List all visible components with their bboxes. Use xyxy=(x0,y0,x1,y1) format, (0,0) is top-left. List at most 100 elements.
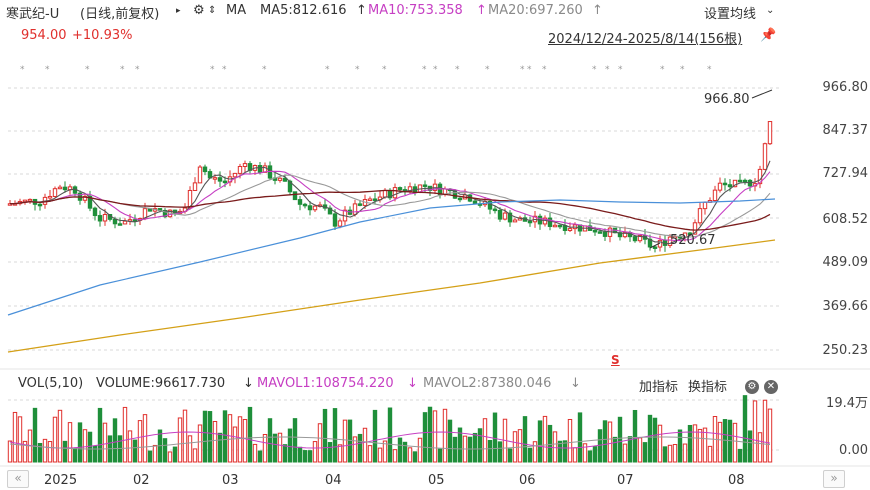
candle-body xyxy=(602,231,608,237)
volume-bar xyxy=(407,447,413,463)
candle-body xyxy=(722,182,728,186)
header-bar: 寒武纪-U (日线,前复权) ▸ ⚙ ⇕ MA MA5:812.616 ↑ MA… xyxy=(0,3,870,22)
volume-bar xyxy=(607,421,613,463)
add-indicator-button[interactable]: 加指标 xyxy=(639,380,679,395)
volume-bar xyxy=(332,408,338,463)
volume-bar xyxy=(182,409,188,463)
close-icon[interactable]: ✕ xyxy=(764,380,778,394)
mavol1-value: MAVOL1:108754.220 xyxy=(257,376,394,391)
volume-bar xyxy=(207,411,213,463)
x-axis-label: 2025 xyxy=(44,473,78,488)
volume-bar xyxy=(257,450,263,463)
volume-bar xyxy=(752,400,758,463)
candle-body xyxy=(337,220,343,227)
volume-bar xyxy=(742,395,748,463)
event-marker: * xyxy=(592,65,597,75)
candle-body xyxy=(547,217,553,227)
volume-bar xyxy=(267,418,273,463)
volume-bar xyxy=(702,427,708,463)
volume-bar xyxy=(302,450,308,463)
volume-bar xyxy=(432,410,438,463)
candle-body xyxy=(257,165,263,173)
volume-bar xyxy=(512,431,518,463)
volume-bar xyxy=(212,420,218,463)
x-axis-label: 02 xyxy=(133,473,150,488)
chevron-down-icon[interactable]: ⌄ xyxy=(766,5,775,16)
candle-body xyxy=(57,186,63,190)
volume-bar xyxy=(172,446,178,463)
event-marker: * xyxy=(520,65,525,75)
settings-icon[interactable]: ⚙ xyxy=(745,380,759,394)
candle-body xyxy=(357,203,363,206)
event-marker: * xyxy=(542,65,547,75)
period-label[interactable]: (日线,前复权) xyxy=(80,7,160,22)
scroll-right-button[interactable]: » xyxy=(823,470,845,488)
volume-bar xyxy=(452,436,458,463)
event-marker: * xyxy=(120,65,125,75)
volume-bar xyxy=(17,416,23,463)
volume-bar xyxy=(67,422,73,463)
volume-axis-top: 19.4万 xyxy=(826,396,868,411)
volume-bar xyxy=(202,410,208,463)
candle-body xyxy=(737,179,743,183)
volume-bar xyxy=(377,447,383,463)
volume-bar xyxy=(12,411,18,463)
volume-bar xyxy=(192,448,198,463)
candle-body xyxy=(197,166,203,184)
volume-bar xyxy=(527,447,533,463)
switch-indicator-button[interactable]: 换指标 xyxy=(688,380,728,395)
volume-bar xyxy=(187,435,193,463)
volume-bar xyxy=(427,406,433,463)
candle-body xyxy=(192,182,198,191)
volume-bar xyxy=(417,437,423,463)
volume-bar xyxy=(87,431,93,463)
settings-ma-button[interactable]: 设置均线 xyxy=(704,7,757,22)
event-marker: * xyxy=(422,65,427,75)
ma120-line xyxy=(7,198,776,316)
candle-body xyxy=(47,195,53,199)
vol-label[interactable]: VOL(5,10) xyxy=(18,376,84,391)
date-range[interactable]: 2024/12/24-2025/8/14(156根) xyxy=(548,32,743,47)
volume-bar xyxy=(397,437,403,463)
candle-body xyxy=(292,191,298,201)
signal-marker[interactable]: S xyxy=(611,353,620,367)
high-annotation: 966.80 xyxy=(704,92,750,107)
x-axis-label: 03 xyxy=(222,473,239,488)
candle-body xyxy=(597,231,603,234)
candle-body xyxy=(92,207,98,217)
volume-bar xyxy=(622,443,628,463)
volume-bar xyxy=(617,416,623,463)
expand-arrow-icon[interactable]: ▸ xyxy=(176,6,181,16)
price-axis-label: 727.94 xyxy=(822,166,869,181)
volume-bar xyxy=(522,416,528,463)
volume-bar xyxy=(592,446,598,463)
volume-bar xyxy=(337,444,343,463)
event-marker: * xyxy=(222,65,227,75)
gear-icon[interactable]: ⚙ xyxy=(193,3,205,18)
price-axis-label: 608.52 xyxy=(822,212,869,227)
candle-body xyxy=(472,200,478,205)
candle-body xyxy=(212,177,218,180)
ma60-line xyxy=(10,189,771,231)
x-axis-label: 06 xyxy=(519,473,536,488)
volume-bar xyxy=(142,414,148,463)
candle-body xyxy=(397,187,403,191)
volume-bar xyxy=(487,440,493,463)
arrow-updown-icon[interactable]: ⇕ xyxy=(208,5,217,16)
scroll-left-button[interactable]: « xyxy=(7,470,29,488)
volume-bar xyxy=(272,433,278,463)
ma5-arrow-icon: ↑ xyxy=(356,3,367,18)
event-marker: * xyxy=(262,65,267,75)
volume-bar xyxy=(92,445,98,463)
candle-body xyxy=(102,214,108,222)
event-marker: * xyxy=(527,65,532,75)
volume-bar xyxy=(307,450,313,463)
pin-icon[interactable]: 📌 xyxy=(760,28,777,43)
candle-body xyxy=(622,232,628,238)
volume-bar xyxy=(132,439,138,463)
candle-body xyxy=(372,198,378,201)
volume-bar xyxy=(677,429,683,463)
candle-body xyxy=(217,177,223,182)
event-marker: * xyxy=(433,65,438,75)
